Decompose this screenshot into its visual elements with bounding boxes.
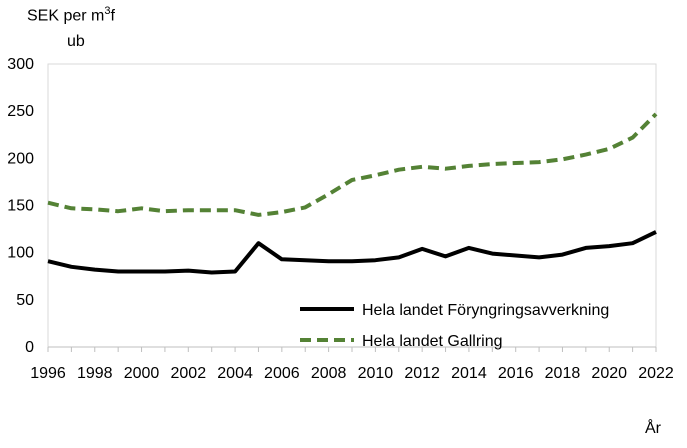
data-point-series-1 (258, 243, 259, 244)
series-line-2 (47, 112, 658, 217)
data-point-series-2 (515, 163, 516, 164)
data-point-series-1 (539, 257, 540, 258)
data-point-series-1 (188, 270, 189, 271)
data-point-series-2 (328, 194, 329, 195)
x-tick-label: 2010 (358, 365, 394, 382)
data-point-series-2 (609, 148, 610, 149)
x-tick-label: 2016 (498, 365, 534, 382)
data-point-series-1 (94, 269, 95, 270)
x-tick-label: 2018 (545, 365, 581, 382)
data-point-series-1 (492, 253, 493, 254)
data-point-series-1 (398, 257, 399, 258)
data-point-series-2 (141, 208, 142, 209)
data-point-series-1 (562, 254, 563, 255)
y-tick-label: 200 (7, 150, 34, 167)
data-point-series-2 (94, 209, 95, 210)
y-tick-label: 50 (16, 292, 34, 309)
data-point-series-1 (445, 256, 446, 257)
data-point-series-2 (422, 166, 423, 167)
data-point-series-2 (188, 210, 189, 211)
x-tick-label: 2008 (311, 365, 347, 382)
x-tick-label: 2020 (591, 365, 627, 382)
data-point-series-2 (281, 212, 282, 213)
data-point-series-1 (281, 259, 282, 260)
data-point-series-2 (375, 175, 376, 176)
data-point-series-2 (468, 165, 469, 166)
x-tick-label: 2004 (217, 365, 253, 382)
data-point-series-1 (585, 247, 586, 248)
y-axis-label-text: SEK per m (27, 7, 105, 25)
data-point-series-1 (656, 231, 657, 232)
y-axis-label-line-2: ub (67, 33, 85, 50)
data-point-series-1 (48, 261, 49, 262)
y-axis-label: SEK per m3f (27, 5, 115, 25)
series-line-1 (47, 230, 657, 275)
x-tick-label: 2014 (451, 365, 487, 382)
data-point-series-1 (305, 260, 306, 261)
data-point-series-1 (375, 260, 376, 261)
x-tick-label: 2002 (171, 365, 207, 382)
data-point-series-2 (164, 211, 165, 212)
legend-label-1: Hela landet Föryngringsavverkning (362, 302, 609, 319)
data-point-series-2 (539, 162, 540, 163)
data-point-series-2 (211, 210, 212, 211)
data-point-series-1 (515, 255, 516, 256)
data-point-series-2 (656, 113, 657, 114)
x-tick-label: 2012 (404, 365, 440, 382)
x-axis-label: År (645, 420, 661, 437)
data-point-series-1 (118, 271, 119, 272)
x-tick-label: 1996 (30, 365, 66, 382)
y-tick-label: 250 (7, 103, 34, 120)
data-point-series-1 (468, 247, 469, 248)
data-point-series-1 (422, 248, 423, 249)
data-point-series-1 (352, 261, 353, 262)
data-point-series-2 (445, 168, 446, 169)
data-point-series-2 (235, 210, 236, 211)
data-point-series-2 (305, 207, 306, 208)
x-tick-label: 2000 (124, 365, 160, 382)
data-point-series-2 (118, 211, 119, 212)
data-point-series-2 (352, 180, 353, 181)
data-point-series-2 (585, 154, 586, 155)
data-point-series-1 (328, 261, 329, 262)
data-point-series-1 (141, 271, 142, 272)
data-point-series-1 (211, 272, 212, 273)
data-point-series-2 (48, 202, 49, 203)
y-axis-label-superscript: 3 (104, 5, 111, 17)
data-point-series-2 (71, 208, 72, 209)
data-point-series-2 (398, 169, 399, 170)
data-point-series-1 (235, 271, 236, 272)
x-tick-label: 1998 (77, 365, 113, 382)
y-tick-label: 0 (25, 339, 34, 356)
y-axis-label-text-end: f (110, 7, 115, 25)
data-point-series-1 (632, 243, 633, 244)
data-point-series-2 (632, 137, 633, 138)
legend-label-2: Hela landet Gallring (362, 333, 503, 350)
x-tick-label: 2006 (264, 365, 300, 382)
y-tick-label: 100 (7, 245, 34, 262)
data-point-series-1 (164, 271, 165, 272)
data-point-series-2 (492, 163, 493, 164)
y-tick-label: 150 (7, 198, 34, 215)
data-point-series-2 (258, 214, 259, 215)
data-point-series-1 (71, 266, 72, 267)
data-point-series-2 (562, 159, 563, 160)
y-tick-label: 300 (7, 56, 34, 73)
x-tick-label: 2022 (638, 365, 674, 382)
data-point-series-1 (609, 246, 610, 247)
